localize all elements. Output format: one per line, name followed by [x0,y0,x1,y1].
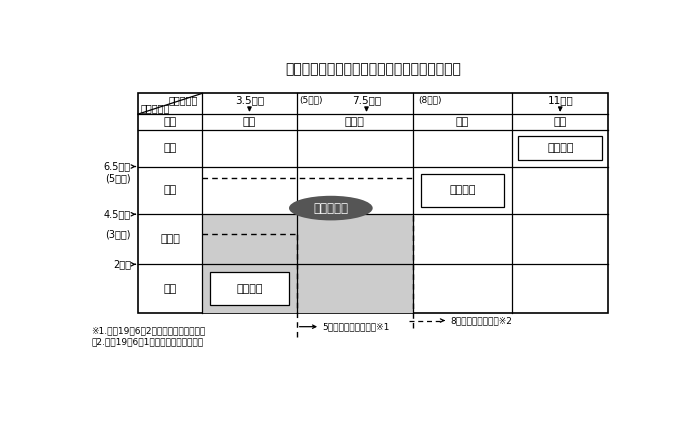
Text: 大型免許: 大型免許 [547,143,573,153]
Text: 中型: 中型 [163,185,176,195]
Text: 4.5トン: 4.5トン [104,209,131,219]
Text: 7.5トン: 7.5トン [352,95,381,105]
Ellipse shape [289,196,372,220]
Text: 6.5トン: 6.5トン [104,162,131,172]
Text: 中型免許: 中型免許 [449,185,476,195]
Bar [210,272,289,305]
Bar [519,137,602,160]
Text: 8トン限定中型免許※2: 8トン限定中型免許※2 [450,316,512,325]
Text: (3トン): (3トン) [106,229,131,239]
Text: 車両総重量: 車両総重量 [168,95,197,105]
Text: 大型: 大型 [163,143,176,153]
Text: 準中型免許: 準中型免許 [314,201,349,215]
Bar [138,93,608,313]
Text: 大型: 大型 [554,117,567,127]
Bar [202,214,413,313]
Bar [421,174,505,207]
Text: 普通: 普通 [243,117,256,127]
Text: 2.平成19年6月1日以前　普通免許取得: 2.平成19年6月1日以前 普通免許取得 [92,337,204,346]
Text: 中型: 中型 [456,117,469,127]
Text: 5トン限定準中型免許※1: 5トン限定準中型免許※1 [322,322,390,331]
Text: 準中型: 準中型 [160,234,180,244]
Text: (8トン): (8トン) [419,95,442,104]
Text: ※1.平成19年6月2日以降　普通免許取得: ※1.平成19年6月2日以降 普通免許取得 [92,327,206,336]
Text: 準中型: 準中型 [345,117,365,127]
Text: 3.5トン: 3.5トン [235,95,264,105]
Text: 11トン: 11トン [547,95,573,105]
Text: (5トン): (5トン) [299,95,323,104]
Text: 区分: 区分 [163,117,176,127]
Text: 普通免許: 普通免許 [236,283,262,293]
Text: (5トン): (5トン) [105,173,131,184]
Text: 最大積載量: 最大積載量 [140,103,169,113]
Text: 普通: 普通 [163,283,176,293]
Text: 2トン: 2トン [113,259,131,269]
Text: 新たな免許区分による車両総重量と最大積載量: 新たな免許区分による車両総重量と最大積載量 [285,63,461,77]
